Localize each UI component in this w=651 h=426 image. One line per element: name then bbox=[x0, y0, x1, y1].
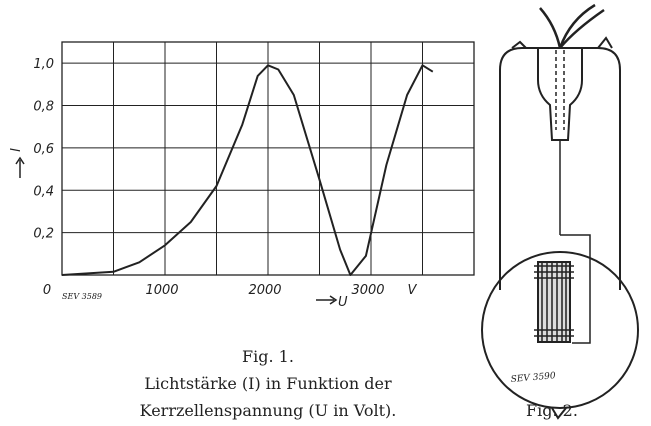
x-tick-label: 3000 bbox=[351, 283, 384, 298]
kerr-cell-drawing bbox=[482, 5, 638, 418]
y-tick-label: 0,4 bbox=[33, 184, 54, 199]
x-tick-label: 1000 bbox=[145, 283, 178, 298]
chart: 0 1000 2000 3000 0,2 0,4 0,6 0,8 1,0 V SEV 3589 U I bbox=[9, 42, 474, 310]
y-axis-label: I bbox=[9, 148, 24, 152]
chart-stamp: SEV 3589 bbox=[62, 292, 102, 301]
fig1-caption-line: Lichtstärke (I) in Funktion der bbox=[144, 374, 392, 393]
fig1-label: Fig. 1. bbox=[242, 347, 294, 366]
fig2-label: Fig. 2. bbox=[526, 401, 578, 420]
y-tick-label: 0,2 bbox=[33, 227, 54, 242]
fig1-caption-line: Kerrzellenspannung (U in Volt). bbox=[140, 401, 397, 420]
x-tick-label: 2000 bbox=[248, 283, 281, 298]
x-axis-label: U bbox=[338, 295, 348, 310]
y-tick-label: 0,6 bbox=[33, 142, 54, 157]
x-tick-label: 0 bbox=[43, 283, 51, 298]
y-tick-label: 0,8 bbox=[33, 100, 54, 115]
page: SEV 3590 Fig. 2. Fig. 1. Lichtstärke (I)… bbox=[0, 0, 651, 426]
x-unit: V bbox=[408, 283, 418, 298]
curve bbox=[62, 65, 433, 275]
y-tick-label: 1,0 bbox=[33, 57, 54, 72]
